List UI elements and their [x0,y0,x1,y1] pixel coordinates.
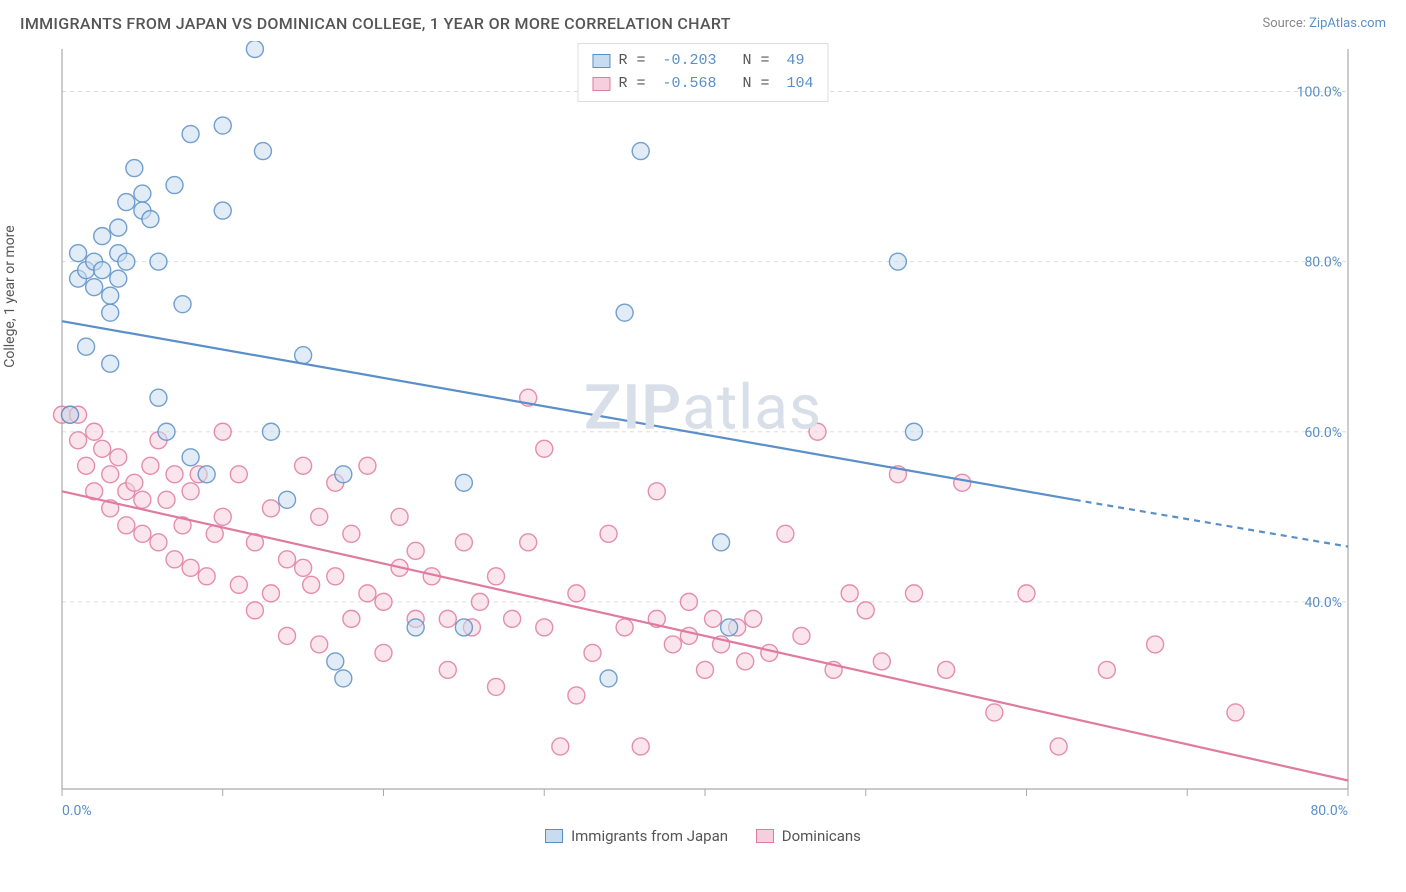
legend-item-dominican: Dominicans [756,827,861,845]
svg-text:80.0%: 80.0% [1304,255,1342,271]
chart-source: Source: ZipAtlas.com [1262,16,1386,31]
legend-swatch-dominican [592,77,610,91]
legend-row-japan: R = -0.203 N = 49 [592,50,813,73]
legend-r-dominican: -0.568 [662,73,716,96]
chart-container: College, 1 year or more R = -0.203 N = 4… [20,41,1386,821]
legend-label-japan: Immigrants from Japan [571,827,728,845]
legend-row-dominican: R = -0.568 N = 104 [592,73,813,96]
correlation-legend: R = -0.203 N = 49 R = -0.568 N = 104 [577,43,828,102]
svg-text:0.0%: 0.0% [62,803,92,819]
svg-text:100.0%: 100.0% [1297,85,1342,101]
source-link[interactable]: ZipAtlas.com [1309,16,1386,31]
legend-item-japan: Immigrants from Japan [545,827,728,845]
legend-n-japan: 49 [787,50,805,73]
legend-swatch-icon [545,829,563,843]
legend-r-japan: -0.203 [662,50,716,73]
svg-text:80.0%: 80.0% [1310,803,1348,819]
legend-bottom: Immigrants from Japan Dominicans [0,821,1406,847]
legend-swatch-japan [592,54,610,68]
svg-text:40.0%: 40.0% [1304,595,1342,611]
svg-text:60.0%: 60.0% [1304,425,1342,441]
scatter-chart: 40.0% 60.0% 80.0% 100.0% 0.0% 80.0% [20,41,1360,821]
legend-n-dominican: 104 [787,73,814,96]
chart-title: IMMIGRANTS FROM JAPAN VS DOMINICAN COLLE… [20,14,731,33]
y-axis-label: College, 1 year or more [2,225,18,367]
chart-header: IMMIGRANTS FROM JAPAN VS DOMINICAN COLLE… [0,0,1406,41]
legend-swatch-icon [756,829,774,843]
legend-label-dominican: Dominicans [782,827,861,845]
